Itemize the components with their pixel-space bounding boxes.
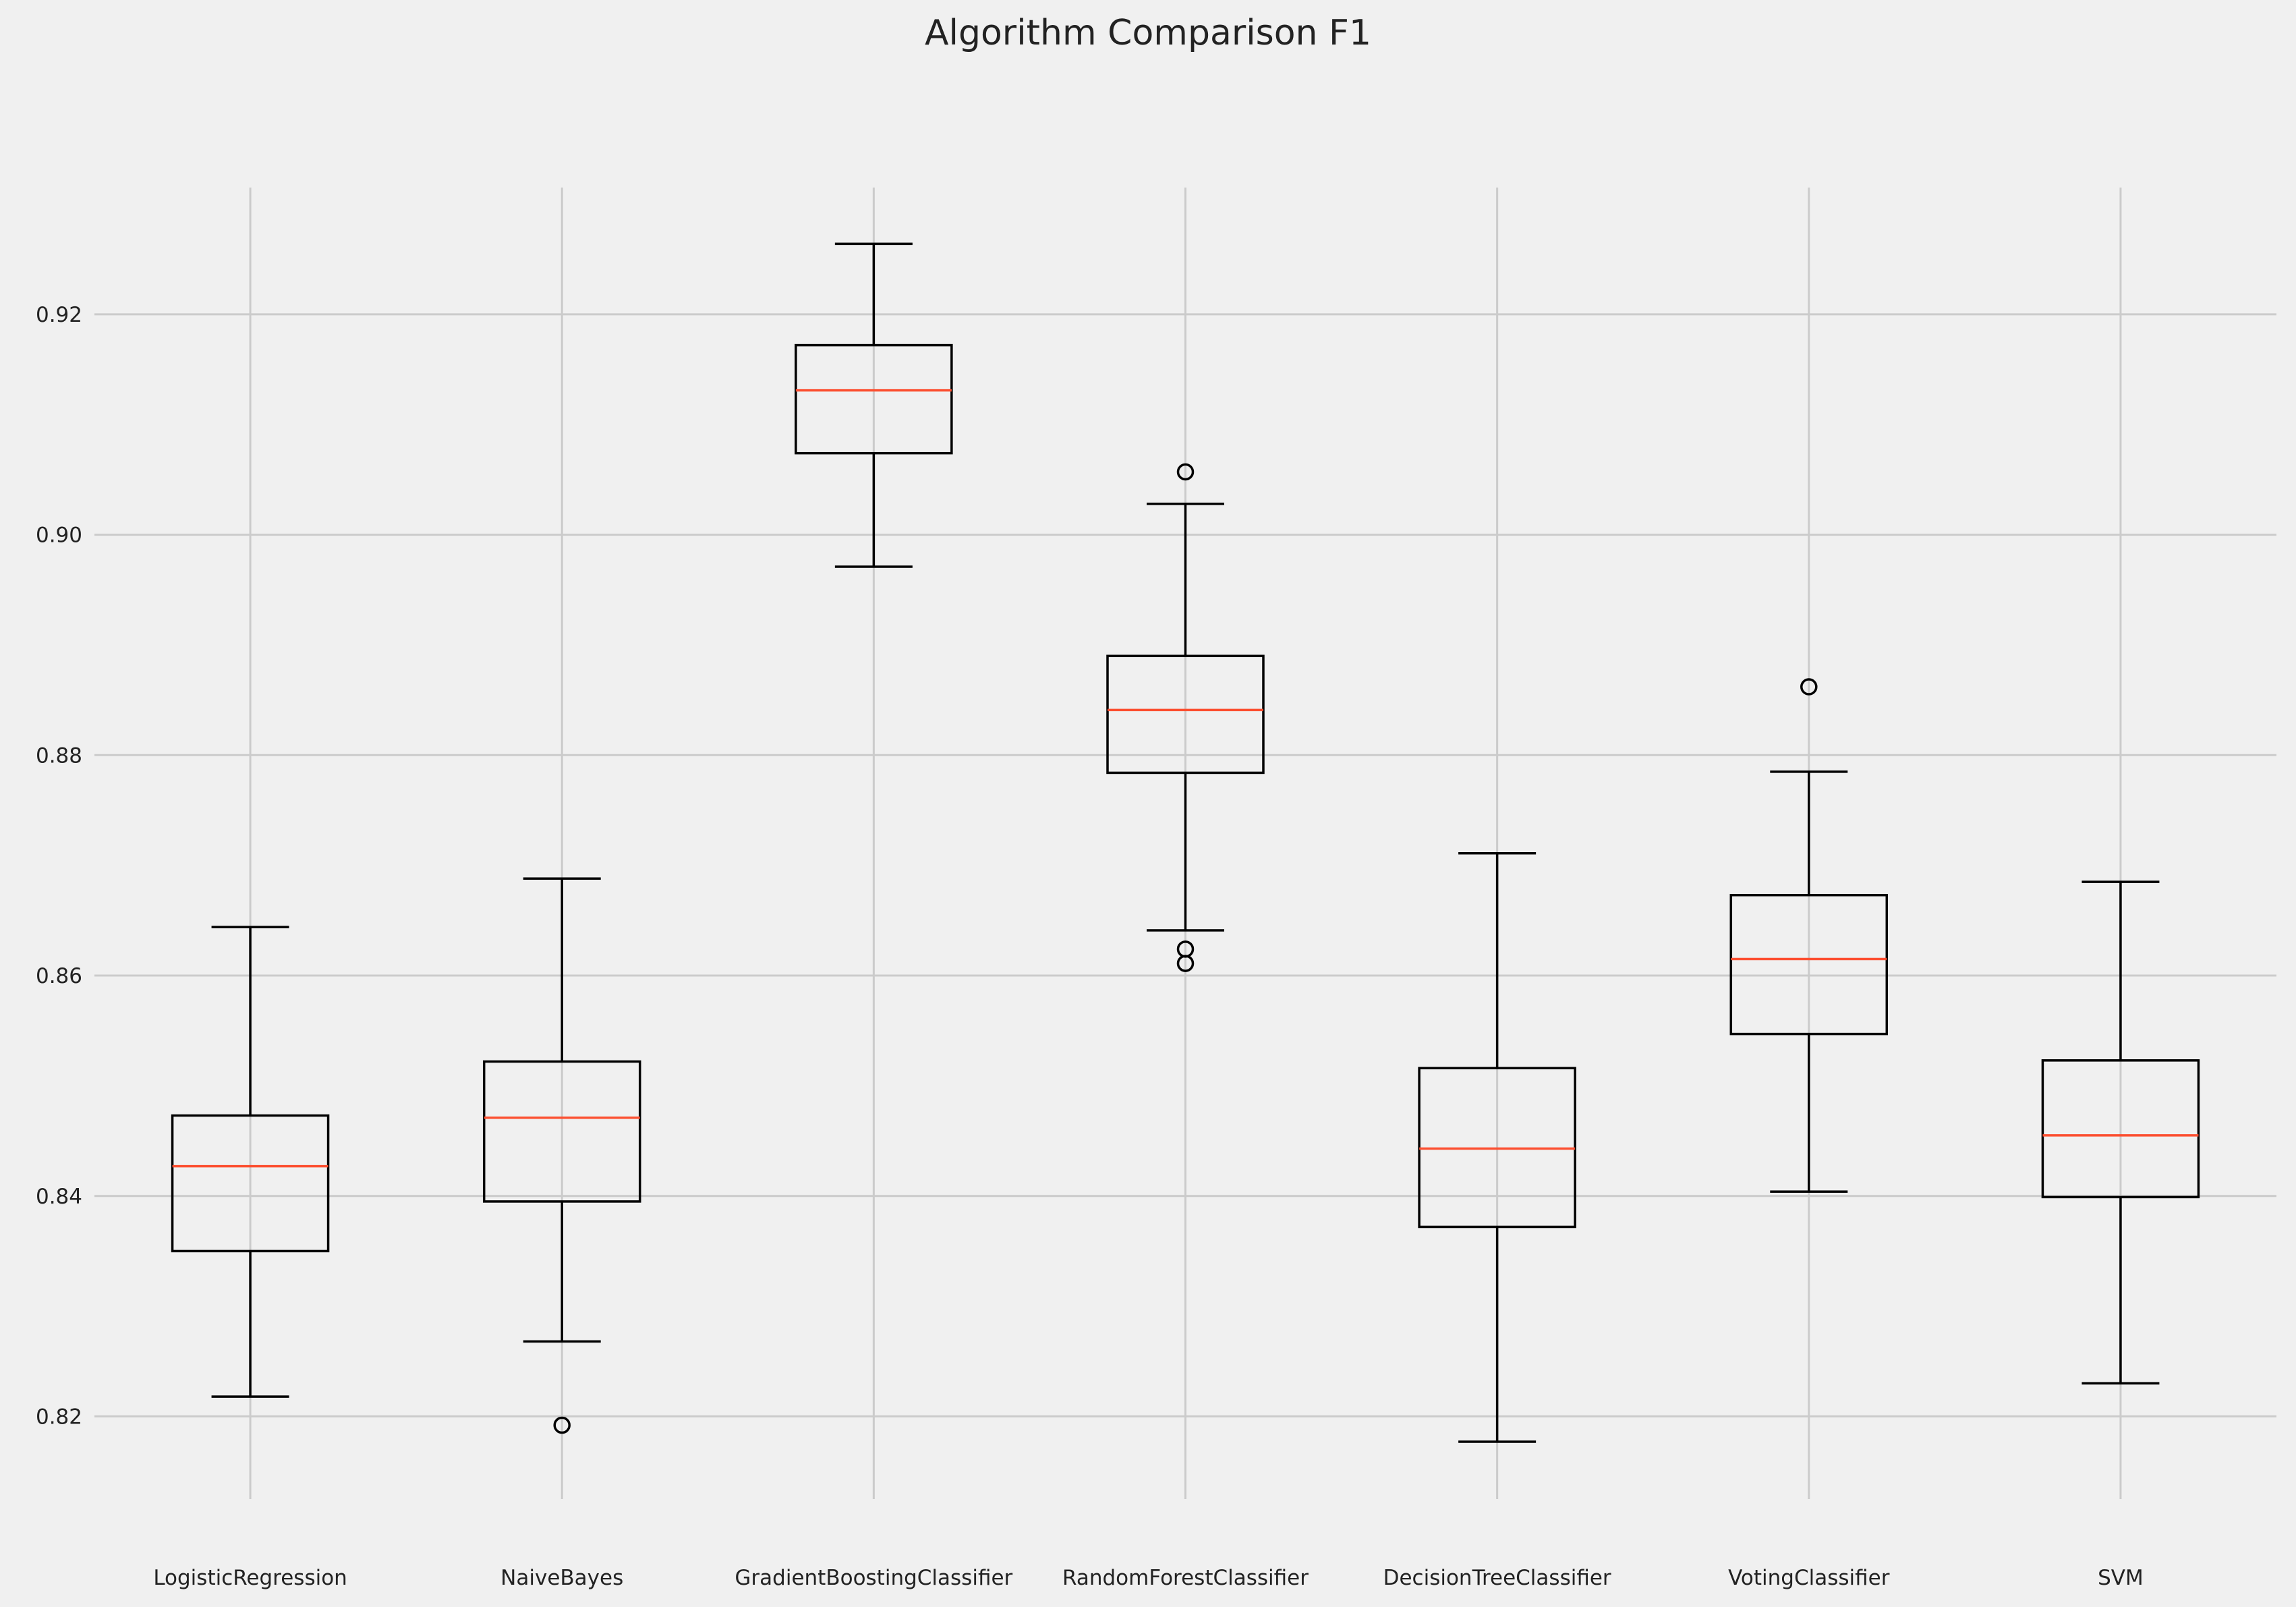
x-axis-ticks: LogisticRegression NaiveBayes GradientBoos… — [153, 1566, 2143, 1590]
box-group — [1729, 678, 1889, 1193]
y-tick-label: 0.90 — [36, 524, 82, 548]
x-tick-label: DecisionTreeClassifier — [1383, 1566, 1611, 1590]
y-tick-label: 0.82 — [36, 1405, 82, 1429]
box-group — [1106, 463, 1265, 972]
box-group — [171, 926, 330, 1398]
outlier-point — [1176, 955, 1195, 972]
y-tick-label: 0.92 — [36, 303, 82, 327]
x-tick-label: NaiveBayes — [500, 1566, 623, 1590]
x-tick-label: RandomForestClassifier — [1062, 1566, 1309, 1590]
box-iqr — [171, 1114, 330, 1253]
y-tick-label: 0.88 — [36, 743, 82, 768]
outlier-point — [1800, 678, 1818, 696]
box-iqr — [1729, 894, 1889, 1036]
box-iqr — [2041, 1059, 2200, 1199]
x-tick-label: GradientBoostingClassifier — [735, 1566, 1012, 1590]
outlier-point — [553, 1416, 571, 1434]
y-axis-ticks: 0.82 0.84 0.86 0.88 0.90 0.92 — [36, 303, 82, 1430]
box-group — [1418, 851, 1576, 1443]
box-iqr — [482, 1060, 641, 1203]
chart-title: Algorithm Comparison F1 — [925, 13, 1371, 53]
box-plots — [171, 242, 2200, 1443]
y-tick-label: 0.84 — [36, 1185, 82, 1209]
box-iqr — [795, 343, 953, 455]
x-tick-label: VotingClassifier — [1728, 1566, 1890, 1590]
x-tick-label: LogisticRegression — [153, 1566, 347, 1590]
outlier-point — [1176, 463, 1195, 481]
y-tick-label: 0.86 — [36, 964, 82, 988]
box-group — [795, 242, 953, 568]
box-iqr — [1106, 654, 1265, 774]
x-tick-label: SVM — [2098, 1566, 2144, 1590]
box-group — [482, 877, 641, 1434]
box-group — [2041, 880, 2200, 1385]
